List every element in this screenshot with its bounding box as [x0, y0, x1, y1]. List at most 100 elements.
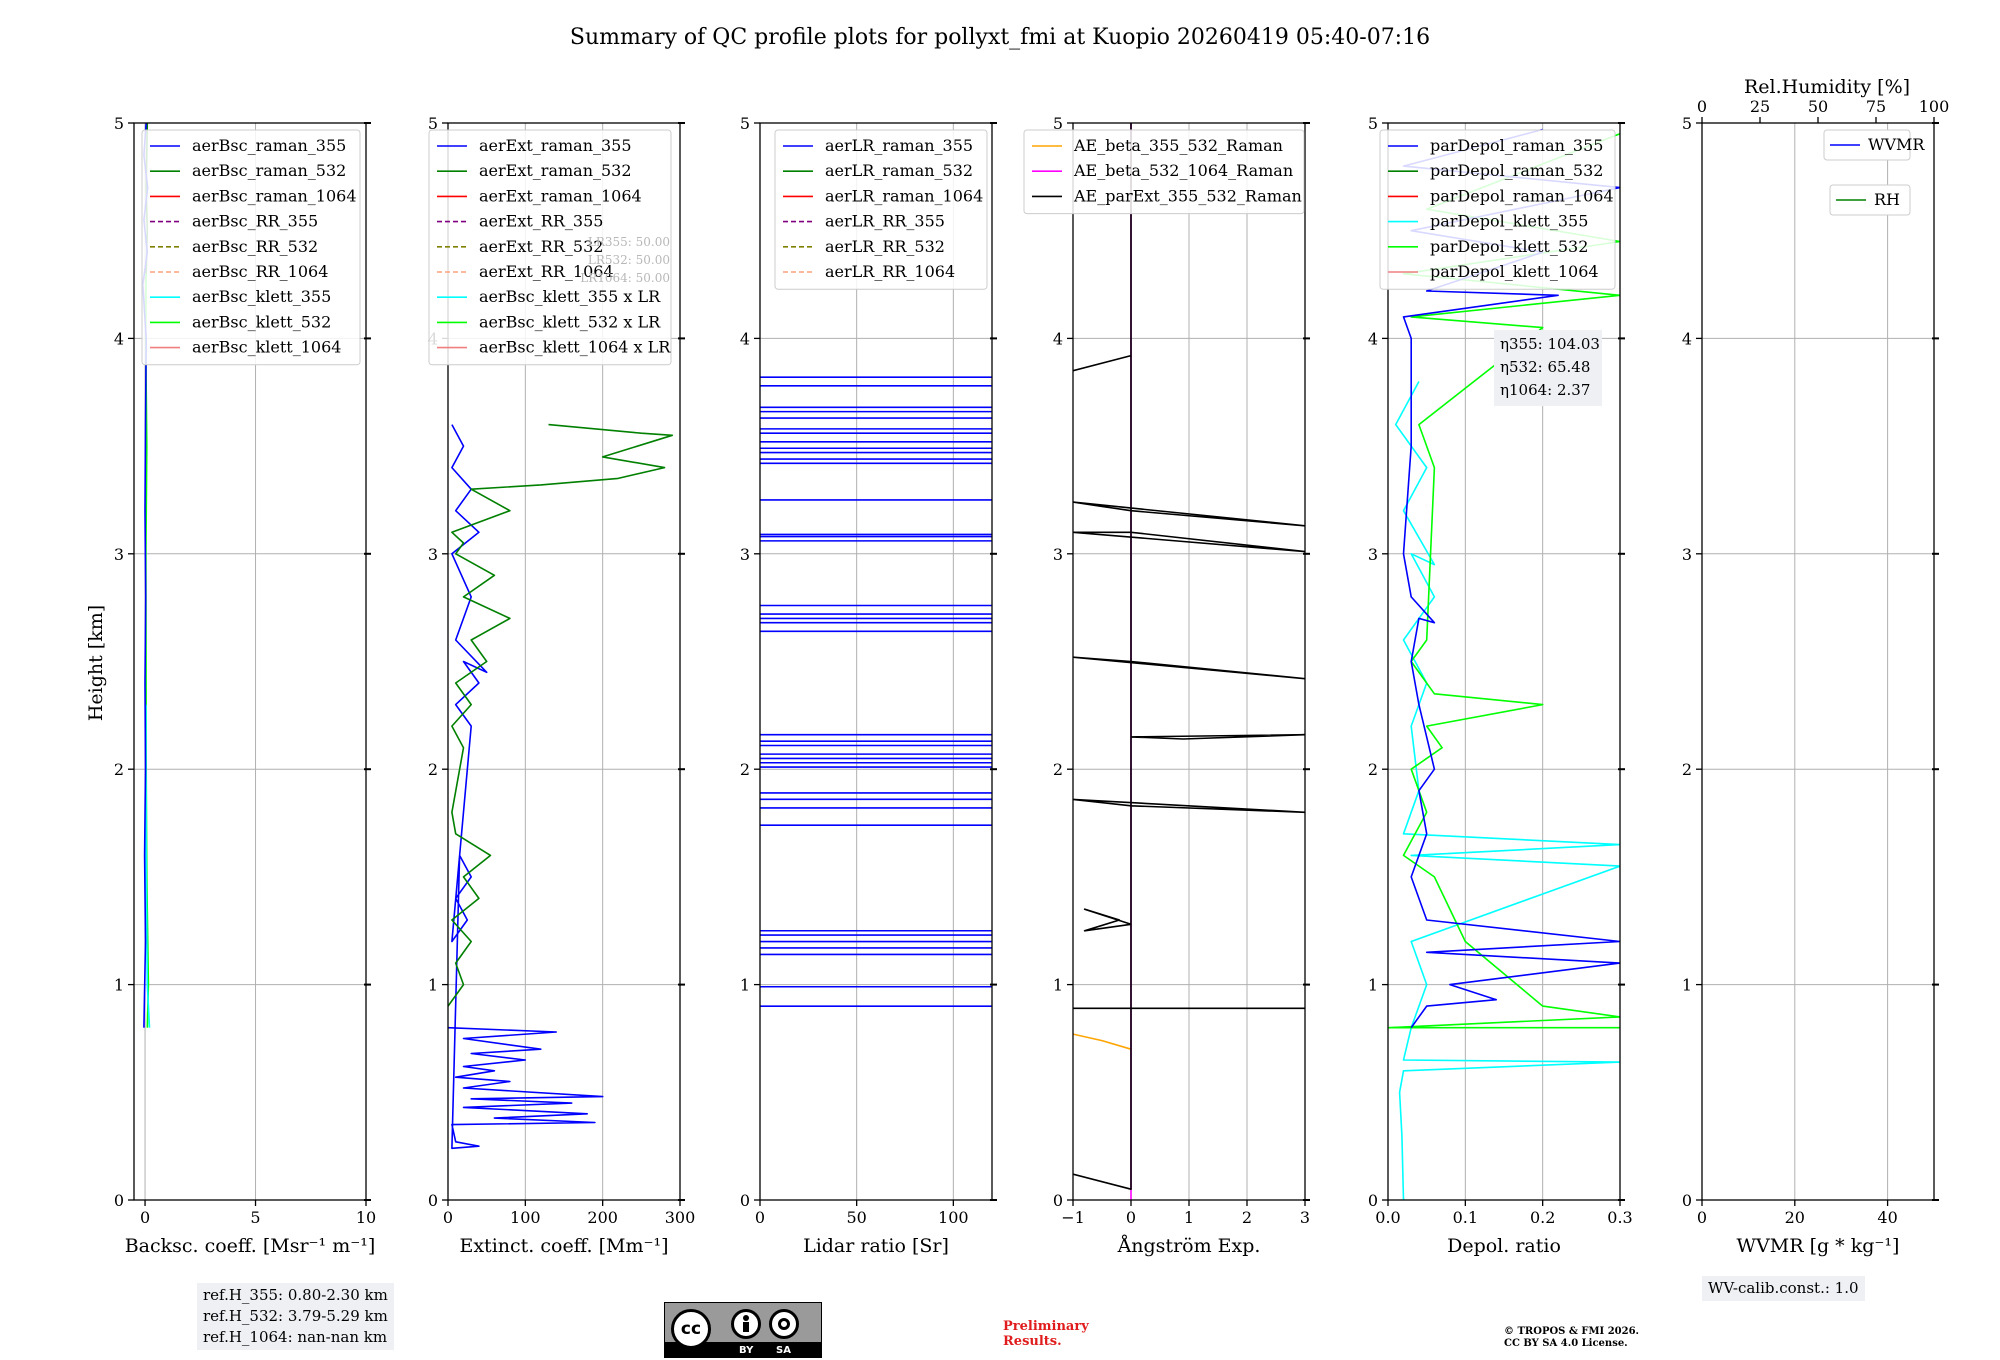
legend-label-WVMR: WVMR: [1868, 135, 1925, 154]
ytick-label-2: 2: [428, 760, 438, 779]
legend-label-aerLR_RR_355: aerLR_RR_355: [825, 212, 945, 231]
axes-frame: [133, 122, 367, 1201]
legend-label-aerExt_raman_532: aerExt_raman_532: [479, 161, 632, 180]
x-axis-label-depolarization: Depol. ratio: [1447, 1235, 1561, 1257]
ytick-label-0: 0: [114, 1191, 124, 1210]
by-person-icon: [731, 1309, 761, 1339]
legend-label-aerBsc_klett_355 x LR: aerBsc_klett_355 x LR: [479, 287, 661, 306]
cc-icon: cc: [671, 1309, 711, 1349]
ytick-label-3: 3: [1368, 545, 1378, 564]
wv-calibration-box: WV-calib.const.: 1.0: [1702, 1276, 1865, 1301]
legend-label-aerBsc_klett_532: aerBsc_klett_532: [192, 312, 331, 331]
xtick-label-0: −1: [1061, 1208, 1085, 1227]
xtick-label-2: 0.2: [1530, 1208, 1555, 1227]
plot-area-lidar_ratio: [760, 376, 992, 1007]
xtick-label-0: 0: [755, 1208, 765, 1227]
xtick-label-2: 1: [1184, 1208, 1194, 1227]
xtick-label-1: 20: [1785, 1208, 1805, 1227]
xtick-label-4: 3: [1300, 1208, 1310, 1227]
legend-label-aerBsc_klett_1064 x LR: aerBsc_klett_1064 x LR: [479, 338, 671, 357]
ytick-label-3: 3: [1682, 545, 1692, 564]
x-axis-label-extinction: Extinct. coeff. [Mm⁻¹]: [459, 1235, 668, 1257]
xtick-label-1: 50: [846, 1208, 866, 1227]
legend-label-aerLR_raman_355: aerLR_raman_355: [825, 136, 973, 155]
ytick-label-1: 1: [428, 976, 438, 995]
ytick-label-1: 1: [114, 976, 124, 995]
ytick-label-2: 2: [740, 760, 750, 779]
series-aerExt_raman_532: [448, 423, 674, 1007]
reference-height-box: ref.H_355: 0.80-2.30 km ref.H_532: 3.79-…: [197, 1283, 394, 1350]
legend-label-aerBsc_raman_355: aerBsc_raman_355: [192, 136, 346, 155]
y-axis-label: Height [km]: [85, 605, 107, 721]
top-xtick-label-1: 25: [1750, 97, 1770, 116]
x-axis-label-wvmr: WVMR [g * kg⁻¹]: [1737, 1235, 1900, 1257]
legend-label-aerExt_RR_532: aerExt_RR_532: [479, 237, 603, 256]
ytick-label-3: 3: [428, 545, 438, 564]
series-parDepol_klett_532: [1388, 133, 1620, 1029]
ytick-label-4: 4: [114, 329, 124, 348]
legend-label-aerExt_raman_355: aerExt_raman_355: [479, 136, 632, 155]
legend-label-aerLR_RR_1064: aerLR_RR_1064: [825, 262, 955, 281]
xtick-label-0: 0: [140, 1208, 150, 1227]
ytick-label-1: 1: [740, 976, 750, 995]
legend-box-WVMR: [1823, 129, 1911, 161]
ref-height-355: ref.H_355: 0.80-2.30 km: [203, 1286, 388, 1304]
legend-label-aerBsc_klett_355: aerBsc_klett_355: [192, 287, 331, 306]
legend-label-parDepol_raman_355: parDepol_raman_355: [1430, 136, 1603, 155]
sa-share-icon: [769, 1309, 799, 1339]
ytick-label-5: 5: [428, 114, 438, 133]
xtick-label-1: 0: [1126, 1208, 1136, 1227]
ytick-label-3: 3: [740, 545, 750, 564]
legend-label-aerBsc_RR_532: aerBsc_RR_532: [192, 237, 318, 256]
legend-box-backscatter: [141, 129, 361, 366]
legend-label-AE_beta_532_1064_Raman: AE_beta_532_1064_Raman: [1073, 161, 1293, 180]
legend-label-aerBsc_raman_532: aerBsc_raman_532: [192, 161, 346, 180]
eta-annotation-2: η1064: 2.37: [1500, 381, 1590, 399]
ytick-label-1: 1: [1368, 976, 1378, 995]
legend-label-parDepol_klett_355: parDepol_klett_355: [1430, 212, 1588, 231]
xtick-label-1: 0.1: [1453, 1208, 1478, 1227]
xtick-label-0: 0: [1697, 1208, 1707, 1227]
legend-box-depolarization: [1379, 129, 1616, 290]
ytick-label-3: 3: [114, 545, 124, 564]
ytick-label-0: 0: [740, 1191, 750, 1210]
xtick-label-3: 2: [1242, 1208, 1252, 1227]
panel-wvmr: 0 20 40 0 1 2 3 4 5 WVMR [g * kg⁻¹] 0 25 50 75 100 WVMR…: [1682, 97, 1949, 1257]
legend-label-aerExt_RR_355: aerExt_RR_355: [479, 212, 603, 231]
top-xtick-label-3: 75: [1866, 97, 1886, 116]
ytick-label-1: 1: [1053, 976, 1063, 995]
ytick-label-2: 2: [1053, 760, 1063, 779]
legend-label-aerLR_raman_532: aerLR_raman_532: [825, 161, 973, 180]
legend-label-aerBsc_klett_1064: aerBsc_klett_1064: [192, 338, 341, 357]
ytick-label-3: 3: [1053, 545, 1063, 564]
ytick-label-1: 1: [1682, 976, 1692, 995]
series-AE_parExt_355_532_Raman: [1073, 123, 1305, 1190]
ytick-label-4: 4: [1368, 329, 1378, 348]
series-aerExt_raman_355: [448, 424, 604, 1150]
panel-lidar_ratio: 0 50 100 0 1 2 3 4 5 Lidar ratio [Sr] aerLR_raman_…: [740, 114, 997, 1257]
plot-area-depolarization: [1388, 128, 1620, 1200]
legend-label-parDepol_raman_532: parDepol_raman_532: [1430, 161, 1603, 180]
preliminary-line-2: Results.: [1003, 1334, 1062, 1349]
legend-label-aerExt_raman_1064: aerExt_raman_1064: [479, 186, 642, 205]
legend-box-RH: [1829, 184, 1911, 216]
ytick-label-0: 0: [1682, 1191, 1692, 1210]
x-axis-label-lidar_ratio: Lidar ratio [Sr]: [803, 1235, 949, 1257]
eta-annotation-0: η355: 104.03: [1500, 335, 1600, 353]
plot-area-extinction: [448, 423, 674, 1150]
legend-label-parDepol_raman_1064: parDepol_raman_1064: [1430, 186, 1614, 205]
legend-label-AE_parExt_355_532_Raman: AE_parExt_355_532_Raman: [1073, 186, 1302, 205]
eta-annotation-1: η532: 65.48: [1500, 358, 1590, 376]
preliminary-line-1: Preliminary: [1003, 1319, 1089, 1334]
x-axis-label-angstrom: Ångström Exp.: [1117, 1235, 1261, 1257]
legend-label-AE_beta_355_532_Raman: AE_beta_355_532_Raman: [1073, 136, 1283, 155]
copyright-line-2: CC BY SA 4.0 License.: [1504, 1338, 1628, 1349]
x-axis-label-backscatter: Backsc. coeff. [Msr⁻¹ m⁻¹]: [125, 1235, 376, 1257]
ytick-label-0: 0: [428, 1191, 438, 1210]
cc-license-badge: cc BY SA: [664, 1302, 822, 1358]
legend-box-lidar_ratio: [774, 129, 988, 290]
top-xtick-label-0: 0: [1697, 97, 1707, 116]
xtick-label-2: 200: [587, 1208, 618, 1227]
